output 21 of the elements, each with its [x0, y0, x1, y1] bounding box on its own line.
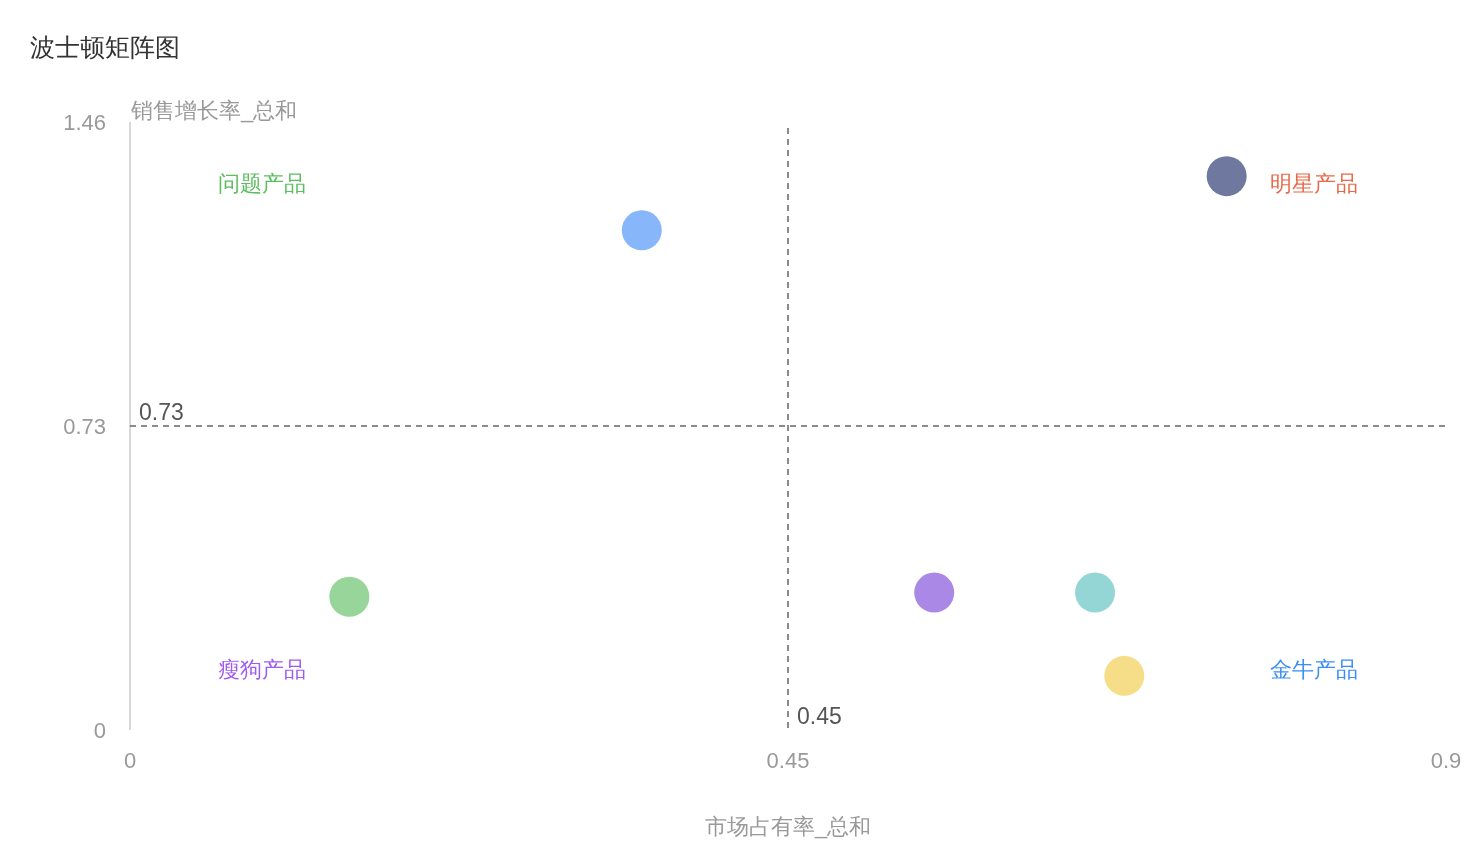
annotation: 明星产品: [1270, 170, 1359, 196]
point: [914, 572, 955, 613]
chart-title: 波士顿矩阵图: [30, 33, 180, 61]
point: [1206, 156, 1247, 197]
annotation: 瘦狗产品: [217, 656, 306, 682]
x-axis-title: 市场占有率_总和: [704, 814, 872, 839]
ref-line-label: 0.73: [139, 399, 184, 425]
y-tick-label: 1.46: [63, 109, 106, 135]
point: [329, 576, 370, 617]
y-tick-label: 0.73: [63, 413, 106, 439]
ref-line-label: 0.45: [797, 703, 842, 729]
x-tick-label: 0: [123, 748, 137, 773]
point: [621, 210, 662, 251]
point: [1104, 655, 1145, 696]
x-tick-label: 0.9: [1430, 748, 1462, 773]
annotation: 金牛产品: [1270, 656, 1359, 682]
y-axis-title: 销售增长率_总和: [130, 98, 298, 123]
y-tick-label: 0: [93, 717, 106, 743]
point: [1075, 572, 1116, 613]
annotation: 问题产品: [217, 170, 306, 196]
x-tick-label: 0.45: [766, 748, 810, 773]
